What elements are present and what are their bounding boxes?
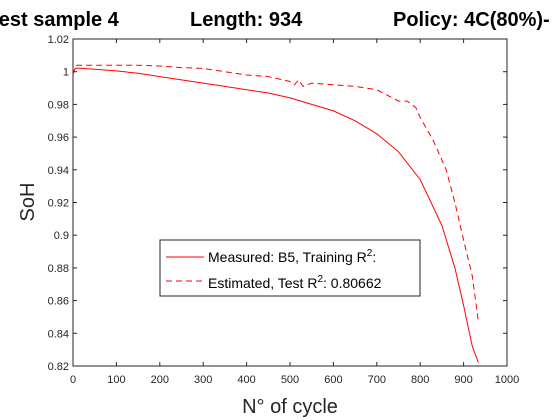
y-tick-label: 0.98 — [48, 99, 69, 111]
legend-box — [159, 239, 421, 297]
x-tick-label: 500 — [281, 374, 299, 386]
x-tick-label: 900 — [454, 374, 472, 386]
y-tick-label: 0.9 — [54, 230, 69, 242]
y-axis-label: SoH — [17, 183, 39, 222]
legend-label-measured: Measured: B5, Training R2: — [208, 248, 376, 265]
series-line-measured — [72, 67, 479, 363]
axes-box — [72, 38, 508, 367]
legend-label-estimated: Estimated, Test R2: 0.80662 — [208, 274, 382, 291]
x-tick-label: 1000 — [495, 374, 519, 386]
x-tick-label: 800 — [411, 374, 429, 386]
x-tick-label: 400 — [237, 374, 255, 386]
x-tick-label: 200 — [151, 374, 169, 386]
y-tick-label: 0.82 — [48, 361, 69, 373]
y-tick-label: 1.02 — [48, 34, 69, 46]
title-policy: Policy: 4C(80%)- — [393, 9, 550, 31]
x-tick-label: 0 — [70, 374, 76, 386]
y-tick-label: 0.88 — [48, 263, 69, 275]
x-tick-label: 300 — [194, 374, 212, 386]
y-tick-label: 0.96 — [48, 132, 69, 144]
x-axis-label: N° of cycle — [242, 396, 338, 418]
title-sample: Test sample 4 — [0, 9, 120, 31]
title-length: Length: 934 — [190, 9, 303, 31]
x-tick-label: 700 — [368, 374, 386, 386]
legend: Measured: B5, Training R2: Estimated, Te… — [159, 239, 421, 297]
y-tick-label: 0.94 — [48, 165, 69, 177]
plot-area: 0 100 200 300 400 500 600 700 800 900 1000 0.82 0.84… — [48, 34, 520, 386]
y-tick-label: 0.86 — [48, 296, 69, 308]
y-tick-label: 0.92 — [48, 198, 69, 210]
x-tick-label: 100 — [107, 374, 125, 386]
series-line-estimated — [72, 64, 479, 322]
y-tick-label: 1 — [63, 67, 69, 79]
x-tick-label: 600 — [324, 374, 342, 386]
y-tick-label: 0.84 — [48, 328, 69, 340]
